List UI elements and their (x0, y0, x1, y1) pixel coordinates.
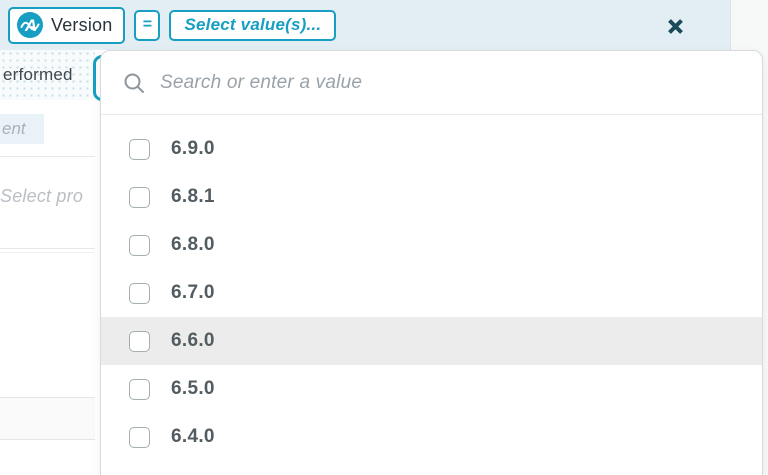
partial-event-text: ent (2, 119, 26, 138)
checkbox[interactable] (129, 378, 150, 400)
version-filter-chip[interactable]: A Version (8, 6, 126, 44)
value-select-placeholder: Select value(s)... (184, 15, 322, 34)
option-label: 6.9.0 (171, 138, 215, 159)
checkbox[interactable] (129, 186, 150, 208)
option-label: 6.6.0 (171, 330, 215, 351)
filter-bar: A Version = Select value(s)... (0, 0, 730, 50)
partial-event-placeholder: ent (0, 114, 44, 144)
operator-label: = (142, 16, 153, 33)
background-band (0, 397, 95, 440)
version-filter-label: Version (51, 14, 113, 35)
checkbox[interactable] (129, 330, 150, 352)
background-strip: erformed (0, 50, 95, 100)
track-event-icon: A (17, 12, 43, 38)
checkbox[interactable] (129, 282, 150, 304)
version-option[interactable]: 6.7.0 (101, 269, 762, 317)
x-icon (667, 18, 684, 35)
version-option[interactable]: 6.8.1 (101, 173, 762, 221)
version-option[interactable]: 6.9.0 (101, 125, 762, 173)
partial-product-placeholder: Select pro (0, 186, 84, 206)
search-icon (123, 72, 145, 94)
option-label: 6.8.0 (171, 234, 215, 255)
search-input[interactable] (160, 71, 740, 94)
checkbox[interactable] (129, 234, 150, 256)
checkbox[interactable] (129, 426, 150, 448)
divider (0, 252, 95, 253)
partial-text-performed: erformed (3, 65, 73, 84)
option-label: 6.8.1 (171, 186, 215, 207)
option-label: 6.5.0 (171, 378, 215, 399)
version-option[interactable]: 6.5.0 (101, 365, 762, 413)
version-option[interactable]: 6.6.0 (101, 317, 762, 365)
version-option[interactable]: 6.4.0 (101, 413, 762, 461)
version-option[interactable]: 6.8.0 (101, 221, 762, 269)
option-label: 6.4.0 (171, 426, 215, 447)
options-list: 6.9.0 6.8.1 6.8.0 6.7.0 6.6.0 (101, 115, 762, 461)
value-dropdown: 6.9.0 6.8.1 6.8.0 6.7.0 6.6.0 (100, 50, 763, 475)
divider (0, 156, 95, 157)
dropdown-search-row (101, 51, 762, 115)
svg-text:A: A (24, 16, 37, 35)
value-select-chip[interactable]: Select value(s)... (169, 9, 337, 41)
operator-chip[interactable]: = (134, 9, 161, 41)
checkbox[interactable] (129, 138, 150, 160)
divider (0, 248, 95, 249)
remove-filter-button[interactable] (660, 12, 690, 40)
option-label: 6.7.0 (171, 282, 215, 303)
